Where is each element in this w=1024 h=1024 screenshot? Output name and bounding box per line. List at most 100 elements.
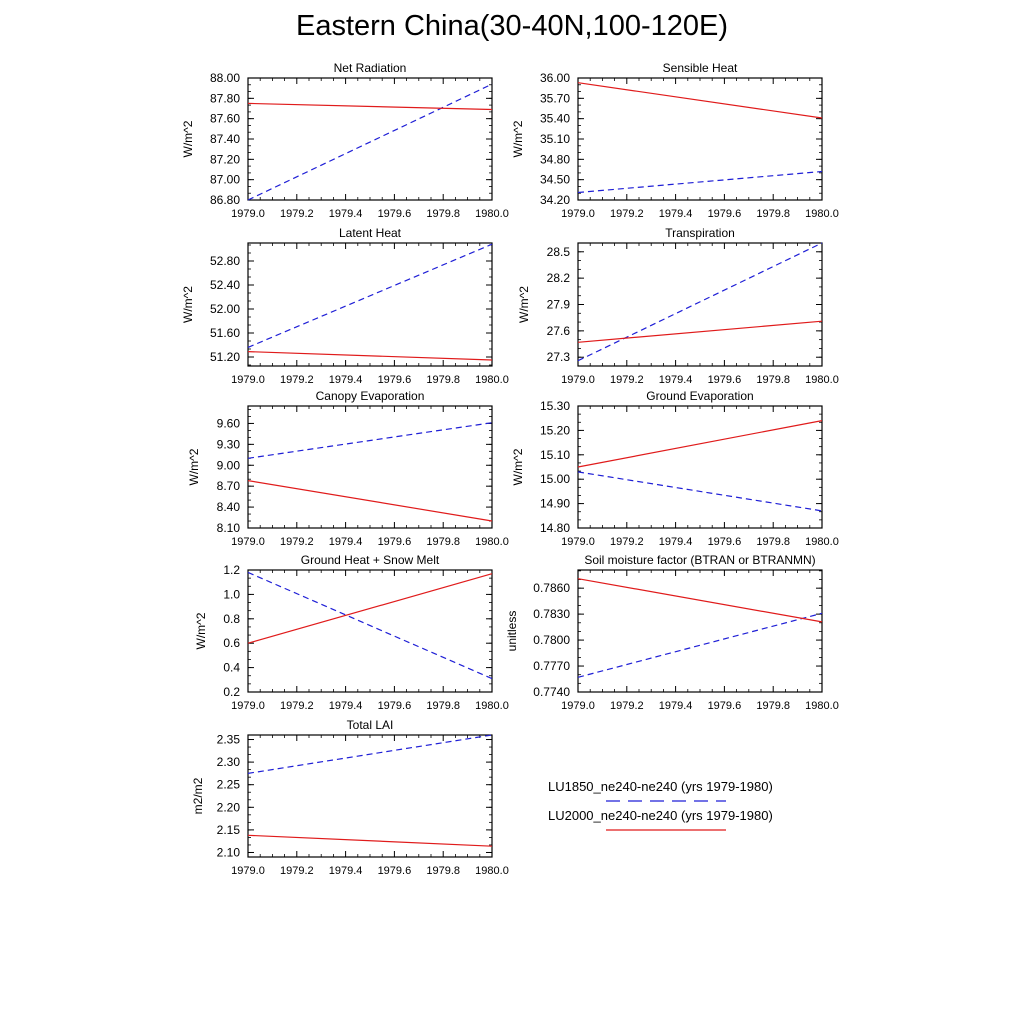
y-tick-label: 52.80 <box>210 254 240 268</box>
x-tick-label: 1979.6 <box>378 536 412 548</box>
x-tick-label: 1979.8 <box>426 700 460 712</box>
chart-panel-3: Latent Heat W/m^2 1979.0 1979.2 1979.4 1979.6… <box>181 226 509 386</box>
y-tick-label: 2.35 <box>217 733 241 747</box>
series-line-lu2000 <box>247 480 493 522</box>
y-tick-label: 0.7770 <box>533 659 570 673</box>
chart-panel-4: Transpiration W/m^2 1979.0 1979.2 1979.4 1979… <box>517 226 839 386</box>
panel-title: Transpiration <box>665 226 735 240</box>
y-tick-label: 2.30 <box>217 755 241 769</box>
chart-panel-7: Ground Heat + Snow Melt W/m^2 1979.0 1979.2… <box>194 553 509 712</box>
y-tick-label: 87.00 <box>210 173 240 187</box>
panel-title: Net Radiation <box>334 61 407 75</box>
x-tick-label: 1980.0 <box>805 700 839 712</box>
plot-frame <box>577 569 823 693</box>
x-tick-label: 1979.0 <box>231 865 265 877</box>
series-line-lu2000 <box>577 82 823 119</box>
x-tick-label: 1979.2 <box>610 208 644 220</box>
x-tick-label: 1979.8 <box>426 374 460 386</box>
y-tick-label: 0.7740 <box>533 685 570 699</box>
series-line-lu1850 <box>577 612 823 678</box>
x-tick-label: 1979.4 <box>329 865 363 877</box>
panel-title: Latent Heat <box>339 226 402 240</box>
y-tick-label: 88.00 <box>210 71 240 85</box>
x-tick-label: 1979.2 <box>280 536 314 548</box>
series-line-lu1850 <box>247 734 493 774</box>
y-axis-label: m2/m2 <box>191 777 205 814</box>
series-line-lu2000 <box>247 351 493 361</box>
series-line-lu2000 <box>247 573 493 644</box>
x-tick-label: 1979.4 <box>659 208 693 220</box>
y-tick-label: 15.10 <box>540 448 570 462</box>
panel-title: Sensible Heat <box>663 61 738 75</box>
y-axis-label: W/m^2 <box>517 286 531 323</box>
y-tick-label: 0.7800 <box>533 633 570 647</box>
y-tick-label: 36.00 <box>540 71 570 85</box>
series-line-lu2000 <box>577 578 823 623</box>
plot-frame <box>247 405 493 529</box>
x-tick-label: 1979.2 <box>610 700 644 712</box>
x-tick-label: 1979.8 <box>426 865 460 877</box>
y-tick-label: 8.40 <box>217 500 241 514</box>
series-line-lu1850 <box>247 83 493 201</box>
y-axis-label: W/m^2 <box>181 120 195 157</box>
plot-frame <box>247 734 493 858</box>
y-tick-label: 51.20 <box>210 350 240 364</box>
y-tick-label: 34.20 <box>540 193 570 207</box>
y-tick-label: 8.10 <box>217 521 241 535</box>
y-axis-label: unitless <box>505 611 519 652</box>
x-tick-label: 1979.6 <box>378 374 412 386</box>
x-tick-label: 1980.0 <box>805 374 839 386</box>
x-tick-label: 1979.0 <box>231 700 265 712</box>
chart-panel-9: Total LAI m2/m2 1979.0 1979.2 1979.4 1979.6 19… <box>191 718 509 877</box>
x-tick-label: 1979.6 <box>708 536 742 548</box>
chart-panel-1: Net Radiation W/m^2 1979.0 1979.2 1979.4 1979… <box>181 61 509 220</box>
x-tick-label: 1979.6 <box>708 208 742 220</box>
x-tick-label: 1979.4 <box>329 700 363 712</box>
y-tick-label: 52.40 <box>210 278 240 292</box>
x-tick-label: 1979.0 <box>231 208 265 220</box>
y-tick-label: 0.7860 <box>533 581 570 595</box>
y-tick-label: 1.0 <box>223 587 240 601</box>
series-line-lu1850 <box>247 243 493 348</box>
x-tick-label: 1979.4 <box>659 700 693 712</box>
chart-panel-8: Soil moisture factor (BTRAN or BTRANMN) u… <box>505 553 839 712</box>
plot-frame <box>577 242 823 367</box>
y-tick-label: 15.00 <box>540 472 570 486</box>
plot-frame <box>247 242 493 367</box>
y-tick-label: 14.90 <box>540 497 570 511</box>
y-tick-label: 0.2 <box>223 685 240 699</box>
y-tick-label: 9.00 <box>217 458 241 472</box>
x-tick-label: 1979.4 <box>329 208 363 220</box>
y-tick-label: 27.9 <box>547 298 571 312</box>
y-tick-label: 8.70 <box>217 479 241 493</box>
x-tick-label: 1979.2 <box>280 208 314 220</box>
x-tick-label: 1979.8 <box>756 374 790 386</box>
y-tick-label: 87.60 <box>210 112 240 126</box>
y-tick-label: 86.80 <box>210 193 240 207</box>
y-tick-label: 2.10 <box>217 845 241 859</box>
y-tick-label: 27.6 <box>547 324 571 338</box>
x-tick-label: 1979.8 <box>426 536 460 548</box>
x-tick-label: 1979.2 <box>280 374 314 386</box>
y-axis-label: W/m^2 <box>181 286 195 323</box>
chart-panel-2: Sensible Heat W/m^2 1979.0 1979.2 1979.4 1979… <box>511 61 839 220</box>
x-tick-label: 1979.0 <box>561 374 595 386</box>
y-axis-label: W/m^2 <box>187 448 201 485</box>
legend-label: LU2000_ne240-ne240 (yrs 1979-1980) <box>548 808 773 823</box>
series-line-lu2000 <box>577 420 823 468</box>
y-tick-label: 0.6 <box>223 636 240 650</box>
panel-title: Canopy Evaporation <box>316 389 425 403</box>
chart-panel-5: Canopy Evaporation W/m^2 1979.0 1979.2 1979.… <box>187 389 509 548</box>
x-tick-label: 1979.4 <box>329 374 363 386</box>
x-tick-label: 1979.2 <box>610 374 644 386</box>
series-line-lu1850 <box>247 422 493 459</box>
y-axis-label: W/m^2 <box>194 612 208 649</box>
x-tick-label: 1979.8 <box>756 700 790 712</box>
y-axis-label: W/m^2 <box>511 120 525 157</box>
x-tick-label: 1979.0 <box>231 374 265 386</box>
y-tick-label: 28.2 <box>547 271 571 285</box>
series-line-lu2000 <box>247 834 493 847</box>
y-tick-label: 2.15 <box>217 823 241 837</box>
y-tick-label: 14.80 <box>540 521 570 535</box>
